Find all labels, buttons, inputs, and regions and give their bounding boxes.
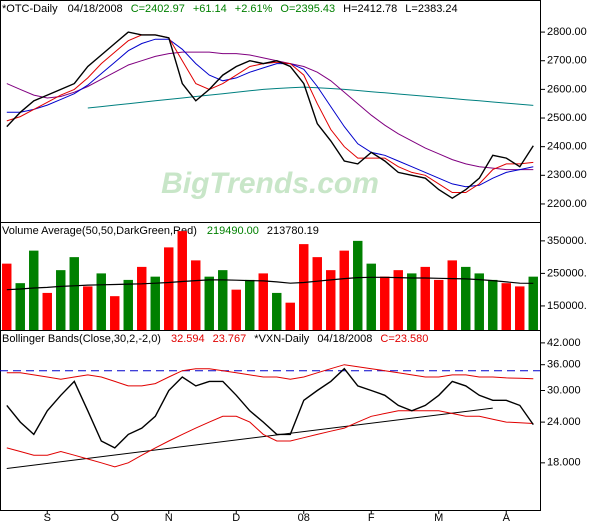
- header-value: 04/18/2008: [68, 3, 123, 15]
- series-line: [6, 34, 534, 193]
- header-value: L=2383.24: [405, 3, 457, 15]
- panel: [0, 0, 541, 223]
- volume-bar: [528, 276, 538, 330]
- volume-bar: [29, 250, 39, 330]
- volume-bar: [218, 270, 228, 330]
- y-tick-label: 36.000: [547, 359, 581, 371]
- volume-bar: [285, 302, 295, 330]
- panel-title: *OTC-Daily: [2, 3, 58, 15]
- x-tick-label: F: [368, 512, 375, 524]
- header-value: 04/18/2008: [317, 333, 372, 345]
- y-tick-label: 250000.: [547, 267, 587, 279]
- header-value: H=2412.78: [343, 3, 397, 15]
- y-tick-label: 2400.00: [547, 141, 587, 153]
- header-value: 23.767: [213, 333, 247, 345]
- volume-bar: [420, 266, 430, 330]
- header-value: 213780.19: [267, 225, 319, 237]
- volume-bar: [191, 260, 201, 330]
- panel-title: Volume Average(50,50,DarkGreen,Red): [2, 225, 197, 237]
- header-value: 219490.00: [207, 225, 259, 237]
- volume-bar: [366, 263, 376, 330]
- volume-bar: [299, 244, 309, 330]
- x-tick-label: 08: [298, 512, 310, 524]
- volume-bar: [407, 273, 417, 330]
- volume-bar: [380, 276, 390, 330]
- y-tick-label: 2700.00: [547, 55, 587, 67]
- header-value: O=2395.43: [280, 3, 335, 15]
- volume-bar: [123, 279, 133, 330]
- panel: [0, 330, 541, 511]
- volume-bar: [69, 257, 79, 330]
- volume-bar: [461, 266, 471, 330]
- volume-bar: [177, 231, 187, 330]
- y-tick-label: 150000.: [547, 300, 587, 312]
- header-value: *VXN-Daily: [254, 333, 310, 345]
- volume-bar: [137, 266, 147, 330]
- volume-bar: [83, 286, 93, 330]
- volume-bar: [231, 289, 241, 330]
- series-line: [6, 364, 534, 387]
- panel: [0, 222, 541, 331]
- series-line: [6, 367, 534, 449]
- header-value: +2.61%: [235, 3, 273, 15]
- volume-bar: [272, 292, 282, 330]
- volume-bar: [326, 270, 336, 330]
- x-tick-label: N: [165, 512, 173, 524]
- volume-bar: [110, 296, 120, 330]
- x-tick-label: D: [232, 512, 240, 524]
- volume-bar: [434, 279, 444, 330]
- volume-bar: [258, 273, 268, 330]
- watermark: BigTrends.com: [161, 167, 379, 200]
- volume-bar: [501, 283, 511, 330]
- volume-bar: [488, 279, 498, 330]
- header-value: C=2402.97: [131, 3, 185, 15]
- volume-bar: [150, 276, 160, 330]
- header-value: 32.594: [171, 333, 205, 345]
- y-tick-label: 2800.00: [547, 26, 587, 38]
- series-line: [87, 86, 534, 109]
- volume-bar: [353, 240, 363, 330]
- average-line: [6, 276, 534, 291]
- trendline: [6, 407, 493, 469]
- volume-bar: [245, 279, 255, 330]
- volume-bar: [164, 247, 174, 330]
- volume-bar: [96, 273, 106, 330]
- y-tick-label: 2200.00: [547, 198, 587, 210]
- volume-bar: [204, 276, 214, 330]
- y-tick-label: 30.000: [547, 384, 581, 396]
- volume-bar: [15, 283, 25, 330]
- y-tick-label: 2500.00: [547, 112, 587, 124]
- y-tick-label: 2300.00: [547, 169, 587, 181]
- volume-bar: [42, 292, 52, 330]
- volume-bar: [2, 263, 12, 330]
- x-tick-label: A: [503, 512, 511, 524]
- x-tick-label: O: [110, 512, 119, 524]
- header-value: C=23.580: [380, 333, 428, 345]
- series-line: [6, 51, 534, 171]
- volume-bar: [515, 286, 525, 330]
- series-line: [6, 410, 534, 468]
- y-tick-label: 2600.00: [547, 83, 587, 95]
- volume-bar: [474, 273, 484, 330]
- volume-bar: [393, 270, 403, 330]
- y-tick-label: 350000.: [547, 235, 587, 247]
- x-tick-label: S: [44, 512, 51, 524]
- x-tick-label: M: [434, 512, 443, 524]
- volume-bar: [339, 250, 349, 330]
- volume-bar: [447, 260, 457, 330]
- series-line: [6, 31, 534, 200]
- volume-bar: [56, 270, 66, 330]
- volume-bar: [312, 257, 322, 330]
- y-tick-label: 42.000: [547, 337, 581, 349]
- series-line: [6, 38, 534, 188]
- panel-title: Bollinger Bands(Close,30,2,-2,0): [2, 333, 161, 345]
- header-value: +61.14: [193, 3, 227, 15]
- y-tick-label: 24.000: [547, 416, 581, 428]
- y-tick-label: 18.000: [547, 457, 581, 469]
